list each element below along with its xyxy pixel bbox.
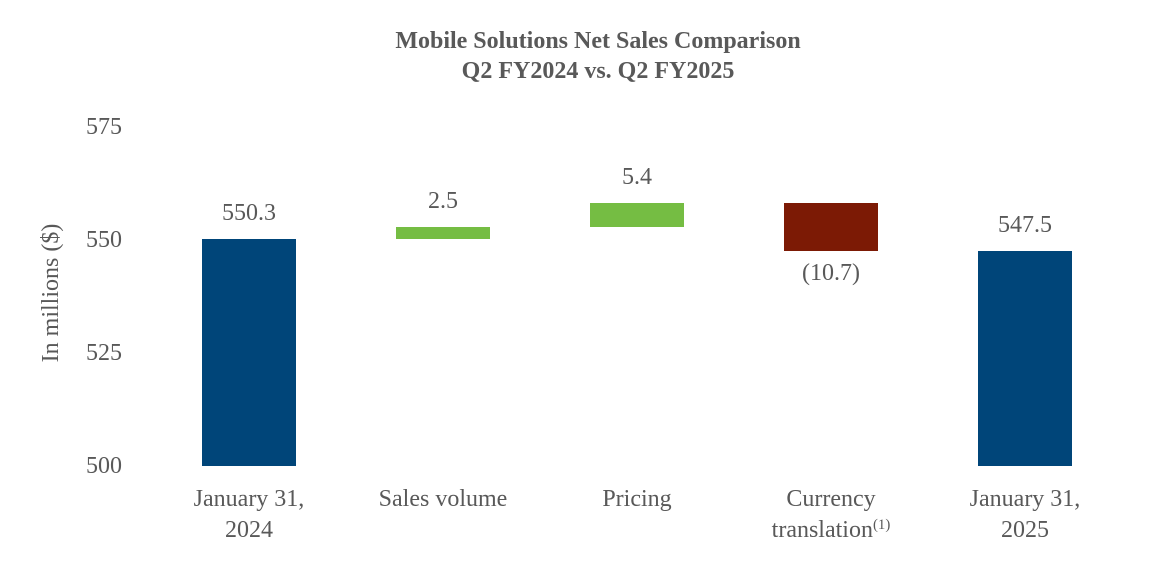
y-tick-500: 500 [86, 453, 122, 479]
category-line: 2024 [225, 517, 273, 543]
chart-title-line1: Mobile Solutions Net Sales Comparison [395, 28, 801, 54]
bar-pricing [590, 202, 684, 228]
category-line: Pricing [602, 486, 672, 512]
y-tick-550: 550 [86, 227, 122, 253]
value-label-currency-translation: (10.7) [802, 260, 860, 287]
category-line: January 31, [193, 486, 305, 512]
category-label-sales-volume: Sales volume [345, 484, 541, 515]
category-line: Currency [786, 486, 876, 512]
bar-sales-volume [396, 227, 490, 239]
value-label-january-31-2024: 550.3 [222, 199, 276, 226]
category-line: 2025 [1001, 517, 1049, 543]
y-tick-525: 525 [86, 340, 122, 366]
category-label-january-31-2024: January 31, 2024 [151, 484, 347, 546]
footnote-marker: (1) [872, 516, 891, 533]
value-label-january-31-2025: 547.5 [998, 212, 1052, 239]
bar-january-31-2025 [978, 251, 1072, 466]
value-label-pricing: 5.4 [622, 163, 652, 190]
y-tick-575: 575 [86, 114, 122, 140]
bar-january-31-2024 [202, 238, 296, 466]
category-label-pricing: Pricing [539, 484, 735, 515]
category-label-january-31-2025: January 31, 2025 [927, 484, 1123, 546]
category-line: translation(1) [771, 516, 891, 543]
chart-title-line2: Q2 FY2024 vs. Q2 FY2025 [461, 58, 735, 84]
category-line: January 31, [969, 486, 1081, 512]
value-label-sales-volume: 2.5 [428, 188, 458, 215]
category-label-currency-translation: Currency translation(1) [733, 484, 929, 549]
chart-title: Mobile Solutions Net Sales Comparison Q2… [44, 26, 1152, 86]
bar-currency-translation [784, 202, 878, 252]
category-line: Sales volume [378, 486, 508, 512]
